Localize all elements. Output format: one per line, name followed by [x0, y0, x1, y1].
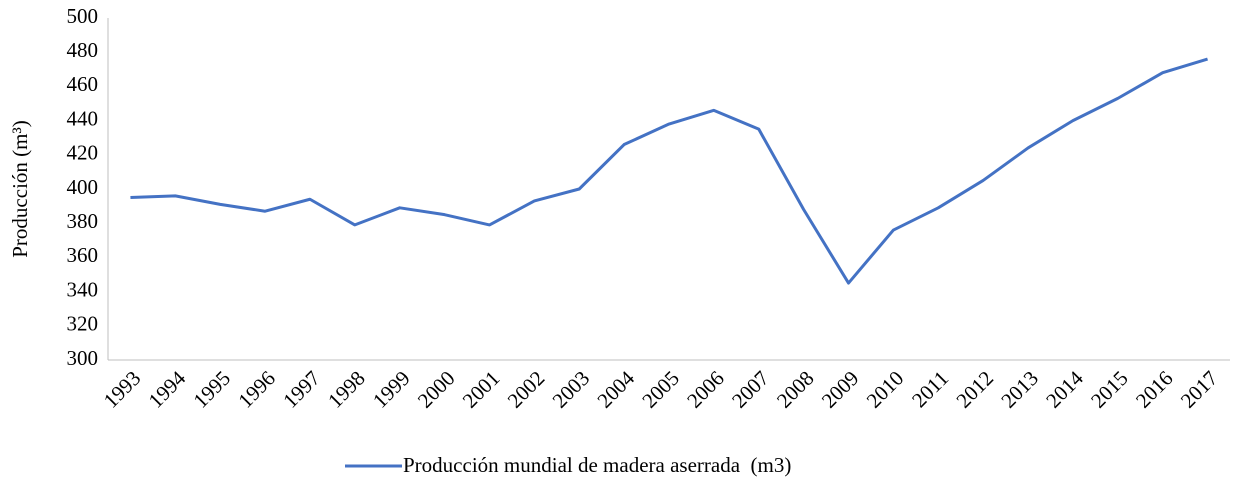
x-tick-label: 2007 [727, 366, 774, 413]
line-series [130, 57, 1208, 285]
x-tick-label: 1999 [368, 366, 415, 413]
y-tick-label: 460 [67, 72, 99, 96]
x-tick-label: 2013 [996, 366, 1043, 413]
x-tick-label: 2010 [862, 366, 909, 413]
x-tick-label: 2000 [413, 366, 460, 413]
y-tick-label: 400 [67, 175, 99, 199]
x-tick-label: 1998 [323, 366, 370, 413]
x-tick-label: 2002 [503, 366, 550, 413]
x-tick-label: 2003 [548, 366, 595, 413]
y-tick-label: 360 [67, 243, 99, 267]
x-tick-label: 2016 [1131, 366, 1178, 413]
x-tick-label: 2004 [592, 366, 639, 413]
x-tick-label: 1995 [188, 366, 235, 413]
y-tick-label: 500 [67, 4, 99, 28]
x-tick-label: 1994 [144, 366, 191, 413]
x-tick-label: 1997 [278, 366, 325, 413]
x-tick-label: 2015 [1086, 366, 1133, 413]
x-tick-label: 2011 [907, 366, 953, 412]
y-tick-label: 300 [67, 346, 99, 370]
y-tick-label: 340 [67, 277, 99, 301]
y-tick-label: 480 [67, 38, 99, 62]
x-tick-label: 1993 [99, 366, 146, 413]
y-tick-label: 380 [67, 209, 99, 233]
legend-label: Producción mundial de madera aserrada (m… [403, 453, 791, 477]
x-tick-label: 2012 [951, 366, 998, 413]
x-tick-label: 1996 [233, 366, 280, 413]
x-tick-label: 2005 [637, 366, 684, 413]
x-tick-label: 2017 [1176, 366, 1223, 413]
y-tick-label: 320 [67, 312, 99, 336]
x-tick-label: 2008 [772, 366, 819, 413]
y-tick-label: 440 [67, 106, 99, 130]
x-tick-label: 2014 [1041, 366, 1088, 413]
y-tick-label: 420 [67, 141, 99, 165]
x-tick-label: 2009 [817, 366, 864, 413]
x-tick-label: 2006 [682, 366, 729, 413]
y-axis-label: Producción (m³) [8, 120, 32, 258]
x-tick-label: 2001 [458, 366, 505, 413]
